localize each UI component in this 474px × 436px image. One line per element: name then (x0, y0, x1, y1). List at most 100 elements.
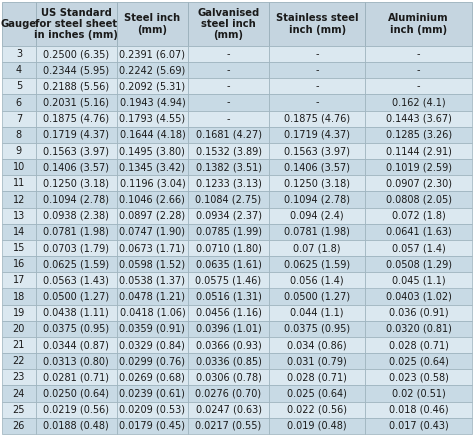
Text: 0.0299 (0.76): 0.0299 (0.76) (119, 356, 185, 366)
Bar (117, 111, 188, 127)
Text: 0.0781 (1.98): 0.0781 (1.98) (284, 227, 350, 237)
Bar (365, 62, 472, 78)
Text: 0.0179 (0.45): 0.0179 (0.45) (119, 421, 185, 431)
Bar (269, 143, 365, 159)
Text: 13: 13 (13, 211, 25, 221)
Bar (365, 111, 472, 127)
Text: 9: 9 (16, 146, 22, 156)
Text: 0.018 (0.46): 0.018 (0.46) (389, 405, 448, 415)
Bar (117, 159, 188, 175)
Bar (36, 175, 117, 191)
Text: 6: 6 (16, 98, 22, 108)
Text: US Standard
for steel sheet
in inches (mm): US Standard for steel sheet in inches (m… (34, 8, 118, 40)
Bar (36, 143, 117, 159)
Text: 0.1094 (2.78): 0.1094 (2.78) (284, 194, 350, 204)
Text: 0.0359 (0.91): 0.0359 (0.91) (119, 324, 185, 334)
Text: 0.0635 (1.61): 0.0635 (1.61) (196, 259, 262, 269)
Bar (117, 224, 188, 240)
Bar (188, 224, 269, 240)
Bar (188, 175, 269, 191)
Bar (117, 418, 188, 434)
Text: 0.028 (0.71): 0.028 (0.71) (287, 372, 347, 382)
Bar (269, 240, 365, 256)
Bar (2, 143, 36, 159)
Text: 0.1563 (3.97): 0.1563 (3.97) (284, 146, 350, 156)
Text: 0.0747 (1.90): 0.0747 (1.90) (119, 227, 185, 237)
Text: 0.2344 (5.95): 0.2344 (5.95) (43, 65, 109, 75)
Bar (2, 256, 36, 272)
Bar (36, 191, 117, 208)
Bar (188, 46, 269, 62)
Bar (2, 418, 36, 434)
Text: 0.0209 (0.53): 0.0209 (0.53) (119, 405, 185, 415)
Bar (188, 159, 269, 175)
Text: 0.0329 (0.84): 0.0329 (0.84) (119, 340, 185, 350)
Bar (36, 78, 117, 95)
Text: 0.1144 (2.91): 0.1144 (2.91) (386, 146, 452, 156)
Bar (365, 191, 472, 208)
Bar (365, 224, 472, 240)
Text: 0.034 (0.86): 0.034 (0.86) (287, 340, 347, 350)
Bar (2, 62, 36, 78)
Text: 16: 16 (13, 259, 25, 269)
Bar (188, 337, 269, 353)
Text: 0.0673 (1.71): 0.0673 (1.71) (119, 243, 185, 253)
Bar (36, 208, 117, 224)
Text: 0.031 (0.79): 0.031 (0.79) (287, 356, 347, 366)
Text: -: - (315, 65, 319, 75)
Text: 0.07 (1.8): 0.07 (1.8) (293, 243, 341, 253)
Bar (188, 143, 269, 159)
Text: -: - (227, 65, 230, 75)
Bar (269, 337, 365, 353)
Bar (2, 208, 36, 224)
Text: Gauge: Gauge (1, 19, 37, 29)
Text: 26: 26 (13, 421, 25, 431)
Text: 0.019 (0.48): 0.019 (0.48) (287, 421, 347, 431)
Bar (36, 95, 117, 111)
Text: 0.0281 (0.71): 0.0281 (0.71) (43, 372, 109, 382)
Text: 0.162 (4.1): 0.162 (4.1) (392, 98, 446, 108)
Bar (188, 256, 269, 272)
Text: 0.0217 (0.55): 0.0217 (0.55) (195, 421, 262, 431)
Bar (36, 353, 117, 369)
Text: 8: 8 (16, 130, 22, 140)
Text: 17: 17 (13, 276, 25, 286)
Bar (365, 272, 472, 289)
Text: 0.0538 (1.37): 0.0538 (1.37) (119, 276, 185, 286)
Text: -: - (227, 82, 230, 92)
Bar (365, 143, 472, 159)
Text: 0.056 (1.4): 0.056 (1.4) (290, 276, 344, 286)
Text: 0.0239 (0.61): 0.0239 (0.61) (119, 388, 185, 399)
Text: 21: 21 (13, 340, 25, 350)
Bar (269, 175, 365, 191)
Text: 0.02 (0.51): 0.02 (0.51) (392, 388, 446, 399)
Bar (2, 111, 36, 127)
Text: 19: 19 (13, 308, 25, 318)
Text: 0.1046 (2.66): 0.1046 (2.66) (119, 194, 185, 204)
Bar (269, 62, 365, 78)
Text: 0.0276 (0.70): 0.0276 (0.70) (195, 388, 262, 399)
Bar (188, 305, 269, 321)
Text: 10: 10 (13, 162, 25, 172)
Text: -: - (417, 65, 420, 75)
Text: 0.036 (0.91): 0.036 (0.91) (389, 308, 448, 318)
Text: 0.0306 (0.78): 0.0306 (0.78) (196, 372, 262, 382)
Text: 14: 14 (13, 227, 25, 237)
Text: 0.0703 (1.79): 0.0703 (1.79) (43, 243, 109, 253)
Text: 0.0625 (1.59): 0.0625 (1.59) (284, 259, 350, 269)
Text: -: - (227, 98, 230, 108)
Bar (36, 62, 117, 78)
Bar (188, 272, 269, 289)
Text: 0.2031 (5.16): 0.2031 (5.16) (43, 98, 109, 108)
Bar (269, 159, 365, 175)
Bar (188, 95, 269, 111)
Text: 0.1943 (4.94): 0.1943 (4.94) (119, 98, 185, 108)
Bar (365, 2, 472, 46)
Text: 0.0375 (0.95): 0.0375 (0.95) (43, 324, 109, 334)
Text: 0.0508 (1.29): 0.0508 (1.29) (386, 259, 452, 269)
Bar (117, 289, 188, 305)
Bar (117, 402, 188, 418)
Bar (365, 240, 472, 256)
Bar (188, 62, 269, 78)
Text: 0.022 (0.56): 0.022 (0.56) (287, 405, 347, 415)
